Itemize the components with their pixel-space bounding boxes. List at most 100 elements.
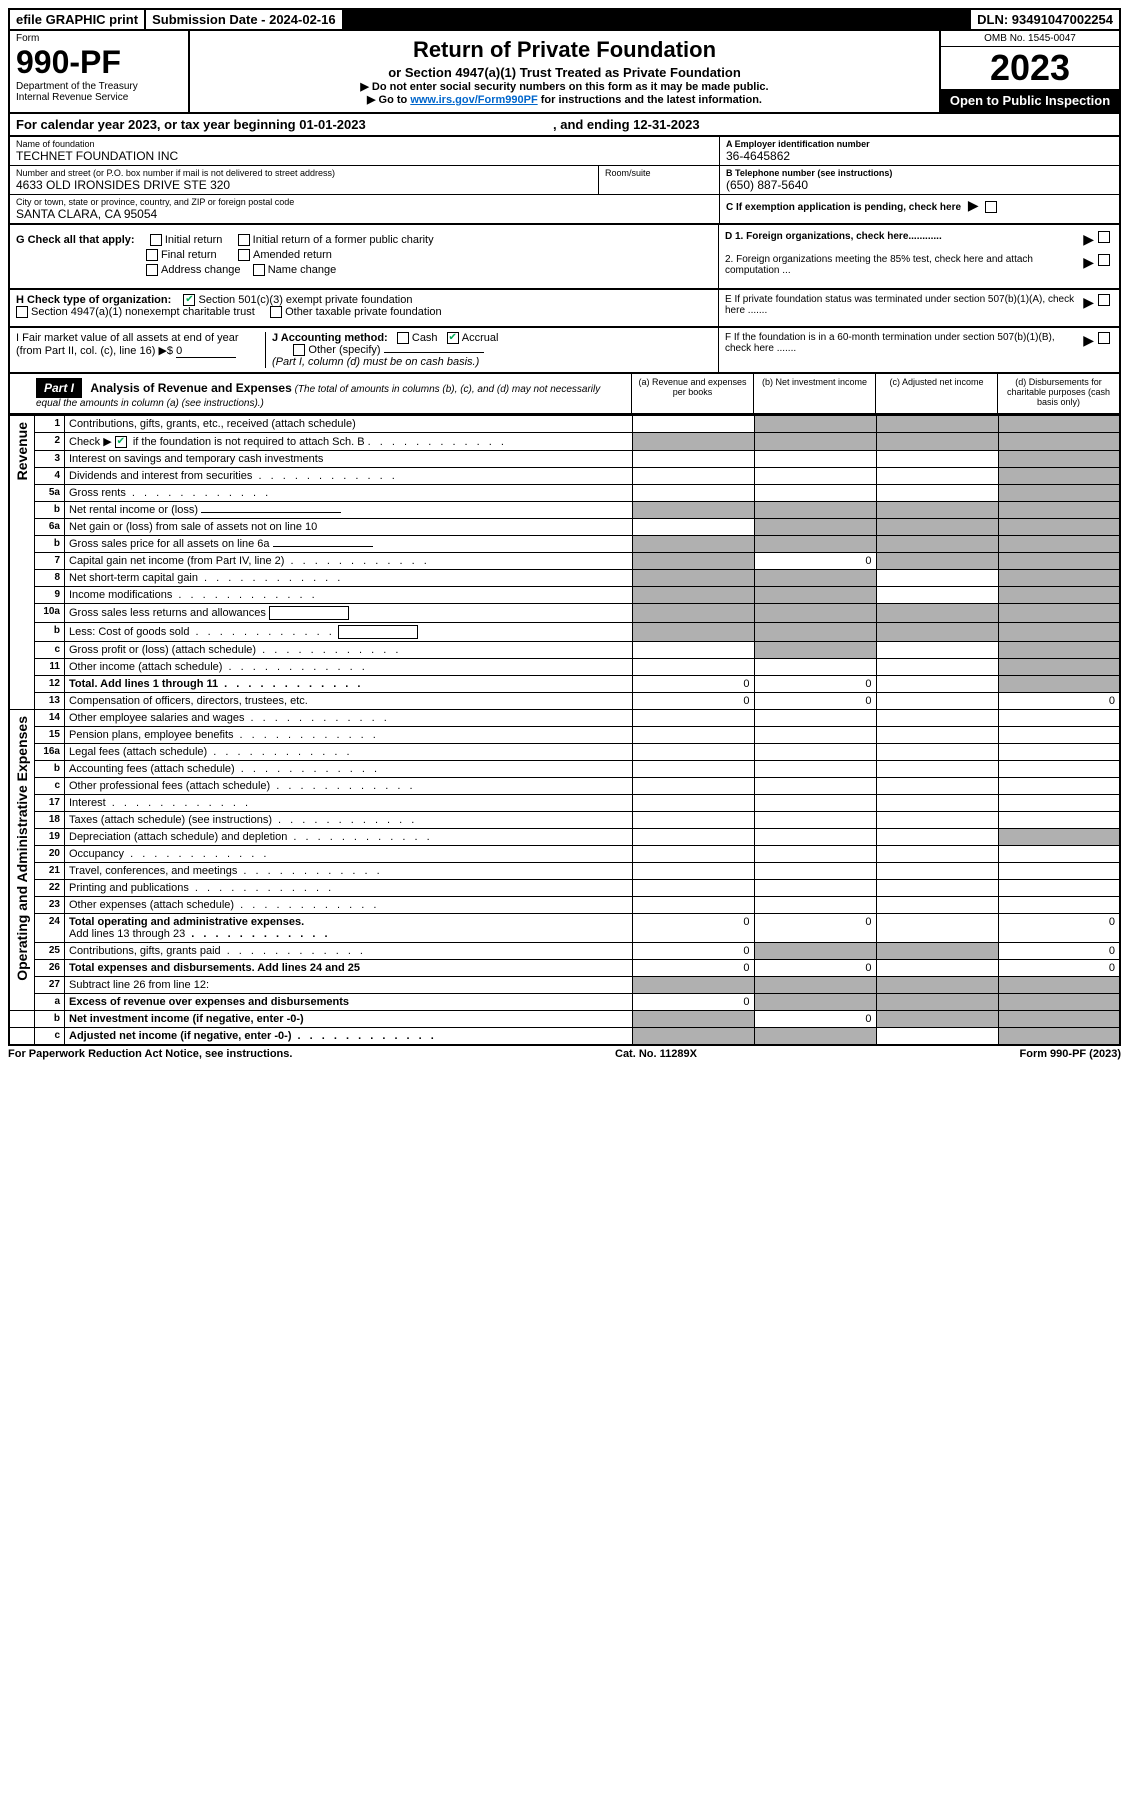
arrow-icon: ▶ xyxy=(968,197,979,213)
l25-d: 0 xyxy=(998,943,1120,960)
calyear-begin: For calendar year 2023, or tax year begi… xyxy=(16,117,366,132)
foundation-name: TECHNET FOUNDATION INC xyxy=(16,149,713,163)
row-16c: cOther professional fees (attach schedul… xyxy=(9,778,1120,795)
omb: OMB No. 1545-0047 xyxy=(941,31,1119,47)
calyear-end: , and ending 12-31-2023 xyxy=(553,117,700,132)
addr-label: Number and street (or P.O. box number if… xyxy=(16,168,592,178)
l16c-desc: Other professional fees (attach schedule… xyxy=(69,780,270,792)
calendar-year-row: For calendar year 2023, or tax year begi… xyxy=(8,114,1121,137)
g-amended-cb[interactable] xyxy=(238,249,250,261)
j-accrual-cb[interactable] xyxy=(447,332,459,344)
phone-value: (650) 887-5640 xyxy=(726,178,1113,192)
top-bar: efile GRAPHIC print Submission Date - 20… xyxy=(8,8,1121,31)
entity-block: Name of foundation TECHNET FOUNDATION IN… xyxy=(8,137,1121,225)
note2-post: for instructions and the latest informat… xyxy=(538,94,762,106)
h-section: H Check type of organization: Section 50… xyxy=(10,290,719,326)
row-23: 23Other expenses (attach schedule) xyxy=(9,897,1120,914)
j-cash: Cash xyxy=(412,332,438,344)
d1-checkbox[interactable] xyxy=(1098,231,1110,243)
row-7: 7Capital gain net income (from Part IV, … xyxy=(9,553,1120,570)
form-header-left: Form 990-PF Department of the Treasury I… xyxy=(10,31,190,112)
row-6a: 6aNet gain or (loss) from sale of assets… xyxy=(9,519,1120,536)
row-22: 22Printing and publications xyxy=(9,880,1120,897)
l27-desc: Subtract line 26 from line 12: xyxy=(65,977,633,994)
l27a-desc: Excess of revenue over expenses and disb… xyxy=(65,994,633,1011)
arrow-icon: ▶ xyxy=(1083,254,1094,271)
ij-f-section: I Fair market value of all assets at end… xyxy=(8,328,1121,374)
row-20: 20Occupancy xyxy=(9,846,1120,863)
part-i-header: Part I Analysis of Revenue and Expenses … xyxy=(8,374,1121,415)
d-section: D 1. Foreign organizations, check here..… xyxy=(719,225,1119,288)
g-amended: Amended return xyxy=(253,249,332,261)
revenue-side: Revenue xyxy=(9,416,35,710)
d1-label: D 1. Foreign organizations, check here..… xyxy=(725,231,942,242)
h-label: H Check type of organization: xyxy=(16,294,171,306)
l25-desc: Contributions, gifts, grants paid xyxy=(69,945,221,957)
form-link[interactable]: www.irs.gov/Form990PF xyxy=(410,94,537,106)
g-name-cb[interactable] xyxy=(253,264,265,276)
row-12: 12Total. Add lines 1 through 1100 xyxy=(9,676,1120,693)
j-other: Other (specify) xyxy=(308,344,380,356)
g-d-section: G Check all that apply: Initial return I… xyxy=(8,225,1121,290)
h-4947-cb[interactable] xyxy=(16,306,28,318)
h-501c3-cb[interactable] xyxy=(183,294,195,306)
l16a-desc: Legal fees (attach schedule) xyxy=(69,746,207,758)
g-final: Final return xyxy=(161,249,217,261)
e-checkbox[interactable] xyxy=(1098,294,1110,306)
ein-label: A Employer identification number xyxy=(726,139,1113,149)
l26-a: 0 xyxy=(632,960,754,977)
g-name: Name change xyxy=(268,264,337,276)
g-address-cb[interactable] xyxy=(146,264,158,276)
g-final-cb[interactable] xyxy=(146,249,158,261)
dln: DLN: 93491047002254 xyxy=(971,10,1119,29)
g-initial-former: Initial return of a former public charit… xyxy=(253,234,434,246)
l7-desc: Capital gain net income (from Part IV, l… xyxy=(69,555,284,567)
side-spacer xyxy=(10,374,32,413)
col-b-head: (b) Net investment income xyxy=(753,374,875,413)
l11-desc: Other income (attach schedule) xyxy=(69,661,222,673)
arrow-icon: ▶ xyxy=(1083,332,1094,349)
j-cash-cb[interactable] xyxy=(397,332,409,344)
l23-desc: Other expenses (attach schedule) xyxy=(69,899,234,911)
f-section: F If the foundation is in a 60-month ter… xyxy=(719,328,1119,372)
j-other-cb[interactable] xyxy=(293,344,305,356)
l15-desc: Pension plans, employee benefits xyxy=(69,729,234,741)
j-section: J Accounting method: Cash Accrual Other … xyxy=(266,332,712,368)
e-label: E If private foundation status was termi… xyxy=(725,294,1079,316)
row-2: 2Check ▶ if the foundation is not requir… xyxy=(9,433,1120,451)
f-checkbox[interactable] xyxy=(1098,332,1110,344)
l12-desc: Total. Add lines 1 through 11 xyxy=(69,678,218,690)
submission-date: Submission Date - 2024-02-16 xyxy=(146,10,342,29)
g-initial-former-cb[interactable] xyxy=(238,234,250,246)
col-d-head: (d) Disbursements for charitable purpose… xyxy=(997,374,1119,413)
row-10a: 10aGross sales less returns and allowanc… xyxy=(9,604,1120,623)
l24-b: 0 xyxy=(754,914,876,943)
g-row: G Check all that apply: Initial return I… xyxy=(16,234,712,246)
l2-cb[interactable] xyxy=(115,436,127,448)
l3-desc: Interest on savings and temporary cash i… xyxy=(65,451,633,468)
j-accrual: Accrual xyxy=(462,332,499,344)
form-header-right: OMB No. 1545-0047 2023 Open to Public In… xyxy=(939,31,1119,112)
d2-checkbox[interactable] xyxy=(1098,254,1110,266)
row-14: Operating and Administrative Expenses 14… xyxy=(9,710,1120,727)
l2-post: if the foundation is not required to att… xyxy=(133,436,365,448)
row-27c: cAdjusted net income (if negative, enter… xyxy=(9,1028,1120,1046)
c-cell: C If exemption application is pending, c… xyxy=(720,195,1119,216)
i-arrow: ▶$ xyxy=(158,345,173,357)
l27a-a: 0 xyxy=(632,994,754,1011)
form-number: 990-PF xyxy=(16,44,182,81)
l27b-desc: Net investment income (if negative, ente… xyxy=(65,1011,633,1028)
l6b-desc: Gross sales price for all assets on line… xyxy=(69,538,270,550)
row-11: 11Other income (attach schedule) xyxy=(9,659,1120,676)
l21-desc: Travel, conferences, and meetings xyxy=(69,865,237,877)
h-opt3: Other taxable private foundation xyxy=(285,306,442,318)
note2: ▶ Go to www.irs.gov/Form990PF for instru… xyxy=(194,93,935,106)
h-other-cb[interactable] xyxy=(270,306,282,318)
ein-cell: A Employer identification number 36-4645… xyxy=(720,137,1119,166)
row-16a: 16aLegal fees (attach schedule) xyxy=(9,744,1120,761)
g-initial-cb[interactable] xyxy=(150,234,162,246)
entity-right: A Employer identification number 36-4645… xyxy=(719,137,1119,223)
c-checkbox[interactable] xyxy=(985,201,997,213)
l17-desc: Interest xyxy=(69,797,106,809)
l10b-desc: Less: Cost of goods sold xyxy=(69,626,189,638)
